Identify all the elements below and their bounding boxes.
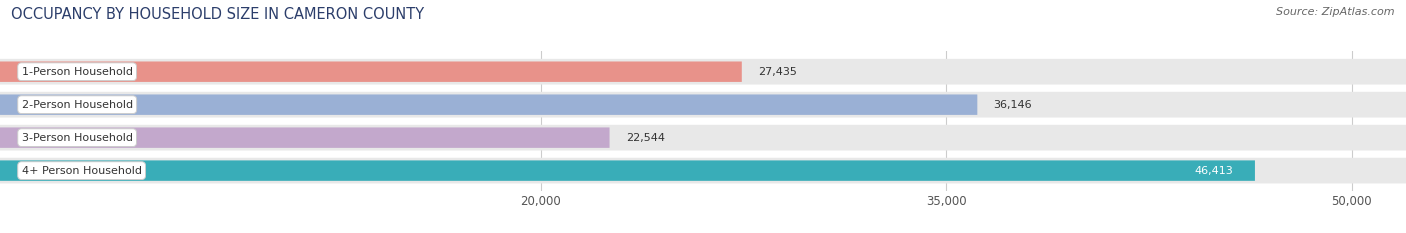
FancyBboxPatch shape xyxy=(0,158,1406,183)
Text: 1-Person Household: 1-Person Household xyxy=(21,67,132,77)
Text: 27,435: 27,435 xyxy=(758,67,797,77)
FancyBboxPatch shape xyxy=(0,127,610,148)
FancyBboxPatch shape xyxy=(0,92,1406,117)
FancyBboxPatch shape xyxy=(0,59,1406,85)
FancyBboxPatch shape xyxy=(0,160,1256,181)
Text: 46,413: 46,413 xyxy=(1195,166,1233,176)
FancyBboxPatch shape xyxy=(0,62,742,82)
Text: OCCUPANCY BY HOUSEHOLD SIZE IN CAMERON COUNTY: OCCUPANCY BY HOUSEHOLD SIZE IN CAMERON C… xyxy=(11,7,425,22)
Text: 22,544: 22,544 xyxy=(626,133,665,143)
Text: Source: ZipAtlas.com: Source: ZipAtlas.com xyxy=(1277,7,1395,17)
Text: 2-Person Household: 2-Person Household xyxy=(21,100,132,110)
Text: 3-Person Household: 3-Person Household xyxy=(21,133,132,143)
FancyBboxPatch shape xyxy=(0,94,977,115)
Text: 4+ Person Household: 4+ Person Household xyxy=(21,166,142,176)
FancyBboxPatch shape xyxy=(0,125,1406,151)
Text: 36,146: 36,146 xyxy=(994,100,1032,110)
